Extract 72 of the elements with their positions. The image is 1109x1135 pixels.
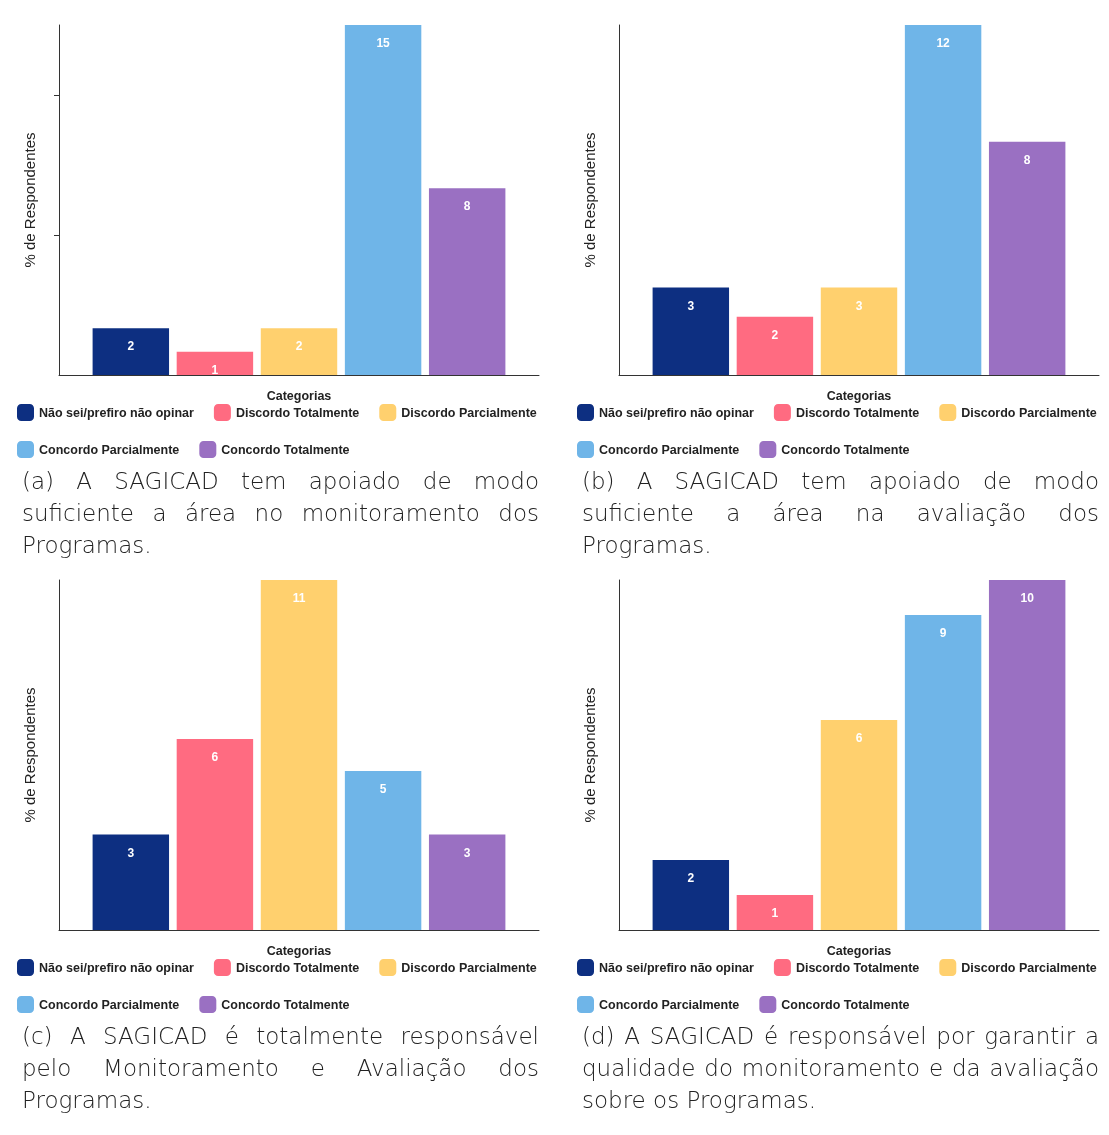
bar (92, 328, 170, 375)
bar (820, 720, 898, 930)
legend-label: Discordo Totalmente (795, 960, 920, 975)
legend-label: Discordo Totalmente (235, 405, 360, 420)
data-label: 3 (127, 845, 135, 860)
data-label: 3 (855, 298, 863, 313)
data-label: 9 (939, 626, 947, 640)
data-label: 2 (295, 339, 303, 354)
data-label: 11 (292, 591, 306, 605)
bar (904, 615, 982, 930)
bar (820, 287, 898, 375)
bar (736, 316, 814, 375)
legend-label: Discordo Totalmente (795, 405, 920, 420)
text: (a) A SAGICAD tem apoiado de modo suficiente a área no monitoramento dos Programas. (21, 467, 540, 560)
bar (988, 141, 1066, 375)
data-label: 8 (1023, 152, 1031, 167)
x-axis-title: Categorias (826, 943, 892, 958)
legend-label: Discordo Totalmente (235, 960, 360, 975)
bar (344, 770, 422, 930)
data-label: 2 (687, 871, 695, 885)
data-label: 2 (127, 339, 135, 354)
legend-label: Concordo Totalmente (781, 997, 910, 1012)
legend-label: Discordo Parcialmente (401, 960, 537, 975)
legend-label: Concordo Parcialmente (599, 442, 740, 457)
legend-label: Discordo Parcialmente (961, 960, 1097, 975)
text: (b) A SAGICAD tem apoiado de modo suficiente a área na avaliação dos Programas. (581, 467, 1100, 560)
bar (652, 287, 730, 375)
data-label: 6 (211, 750, 219, 765)
legend-label: Não sei/prefiro não opinar (39, 405, 195, 420)
data-label: 1 (771, 906, 779, 920)
x-axis-title: Categorias (826, 388, 892, 403)
bar (260, 328, 338, 375)
legend-label: Discordo Parcialmente (961, 405, 1097, 420)
bar (904, 25, 982, 375)
legend-label: Concordo Totalmente (221, 442, 350, 457)
data-label: 8 (463, 199, 471, 214)
legend-label: Concordo Parcialmente (599, 997, 740, 1012)
data-label: 12 (936, 36, 951, 50)
legend-label: Não sei/prefiro não opinar (599, 405, 755, 420)
bar (176, 739, 254, 930)
data-label: 3 (687, 298, 695, 313)
y-axis-title: % de Respondentes (21, 132, 38, 268)
data-label: 5 (379, 781, 387, 796)
bar (428, 834, 506, 930)
x-axis-title: Categorias (266, 943, 332, 958)
legend-label: Concordo Parcialmente (39, 997, 180, 1012)
bar (428, 188, 506, 375)
data-label: 2 (771, 327, 779, 342)
y-axis-title: % de Respondentes (581, 687, 598, 823)
legend-label: Concordo Totalmente (221, 997, 350, 1012)
data-label: 3 (463, 845, 471, 860)
text: (c) A SAGICAD é totalmente responsável pelo Monitoramento e Avaliação dos Programas. (21, 1022, 540, 1115)
bar (260, 580, 338, 930)
y-axis-title: % de Respondentes (581, 132, 598, 268)
bar (652, 860, 730, 930)
data-label: 6 (855, 731, 863, 745)
bar (92, 834, 170, 930)
legend-label: Não sei/prefiro não opinar (599, 960, 755, 975)
data-label: 10 (1020, 591, 1035, 605)
data-label: 1 (211, 362, 219, 377)
bar (344, 25, 422, 375)
text: (d) A SAGICAD é responsável por garantir a qualidade do monitoramento e da avaliação sobre os Programas. (581, 1022, 1100, 1115)
legend-label: Discordo Parcialmente (401, 405, 537, 420)
legend-label: Não sei/prefiro não opinar (39, 960, 195, 975)
bar (736, 895, 814, 930)
bar (988, 580, 1066, 930)
legend-label: Concordo Parcialmente (39, 442, 180, 457)
legend-label: Concordo Totalmente (781, 442, 910, 457)
y-axis-title: % de Respondentes (21, 687, 38, 823)
bar (176, 351, 254, 375)
x-axis-title: Categorias (266, 388, 332, 403)
data-label: 15 (376, 36, 391, 50)
